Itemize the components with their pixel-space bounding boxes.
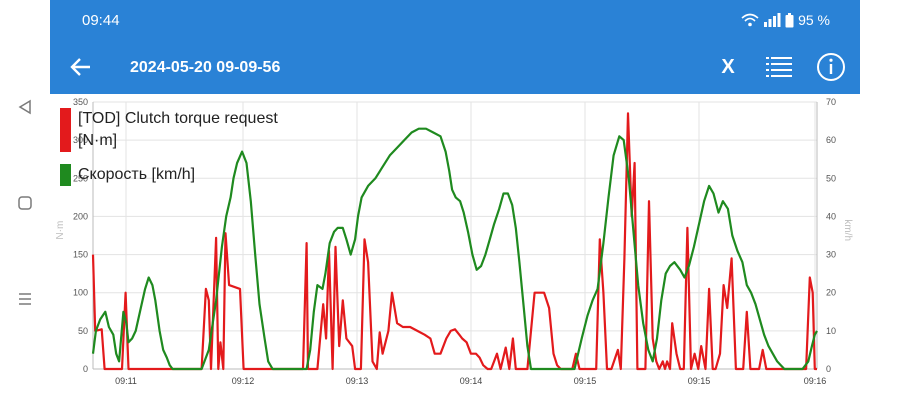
right-axis-title: km/h [842, 219, 853, 241]
right-tick-label: 0 [826, 364, 831, 374]
list-icon [766, 57, 792, 77]
right-tick-label: 30 [826, 250, 836, 260]
right-tick-label: 40 [826, 211, 836, 221]
arrow-left-icon [70, 58, 90, 76]
chart-area[interactable]: 0 50 100 150 200 250 300 350 0 10 20 30 40 50 60 70 09:1… [50, 94, 860, 405]
wifi-icon [741, 13, 759, 27]
x-axis-button[interactable]: X [721, 55, 735, 78]
left-tick-label: 100 [73, 288, 88, 298]
legend-item-torque: [TOD] Clutch torque request [N·m] [60, 108, 298, 152]
right-tick-label: 10 [826, 326, 836, 336]
back-button[interactable] [68, 54, 94, 80]
left-tick-label: 250 [73, 173, 88, 183]
left-tick-label: 300 [73, 135, 88, 145]
series-line-torque [91, 112, 817, 371]
x-tick-label: 09:15 [574, 376, 597, 386]
right-margin [860, 0, 900, 405]
left-tick-label: 0 [83, 364, 88, 374]
right-tick-label: 70 [826, 97, 836, 107]
signal-icon [764, 13, 781, 27]
x-tick-label: 09:13 [346, 376, 369, 386]
page-title: 2024-05-20 09-09-56 [130, 59, 281, 76]
left-tick-label: 50 [78, 326, 88, 336]
legend-swatch-speed [60, 164, 71, 186]
nav-recents-icon[interactable] [14, 288, 36, 310]
x-tick-label: 09:16 [804, 376, 827, 386]
list-button[interactable] [764, 52, 794, 82]
x-tick-label: 09:11 [115, 376, 137, 386]
left-axis-title: N·m [55, 221, 66, 240]
status-icons: 95 % [741, 12, 830, 28]
status-time: 09:44 [82, 12, 120, 29]
left-tick-label: 350 [73, 97, 88, 107]
series-line-speed [91, 127, 818, 371]
legend-item-speed: Скорость [km/h] [60, 164, 195, 186]
info-icon [817, 53, 845, 81]
right-tick-label: 20 [826, 288, 836, 298]
nav-home-icon[interactable] [14, 192, 36, 214]
battery-icon [785, 12, 794, 27]
x-tick-label: 09:14 [460, 376, 483, 386]
app-header: 09:44 95 % 2024-05-20 09-09-56 X [50, 0, 860, 94]
legend-swatch-torque [60, 108, 71, 152]
left-tick-label: 150 [73, 250, 88, 260]
legend-label-torque: [TOD] Clutch torque request [N·m] [78, 110, 278, 149]
legend-label-speed: Скорость [km/h] [78, 166, 196, 183]
system-nav-bar [0, 0, 50, 405]
info-button[interactable] [816, 52, 846, 82]
right-tick-label: 60 [826, 135, 836, 145]
x-tick-label: 09:15 [688, 376, 711, 386]
nav-back-icon[interactable] [14, 96, 36, 118]
left-tick-label: 200 [73, 211, 88, 221]
battery-text: 95 % [798, 12, 830, 28]
x-tick-label: 09:12 [232, 376, 255, 386]
right-tick-label: 50 [826, 173, 836, 183]
